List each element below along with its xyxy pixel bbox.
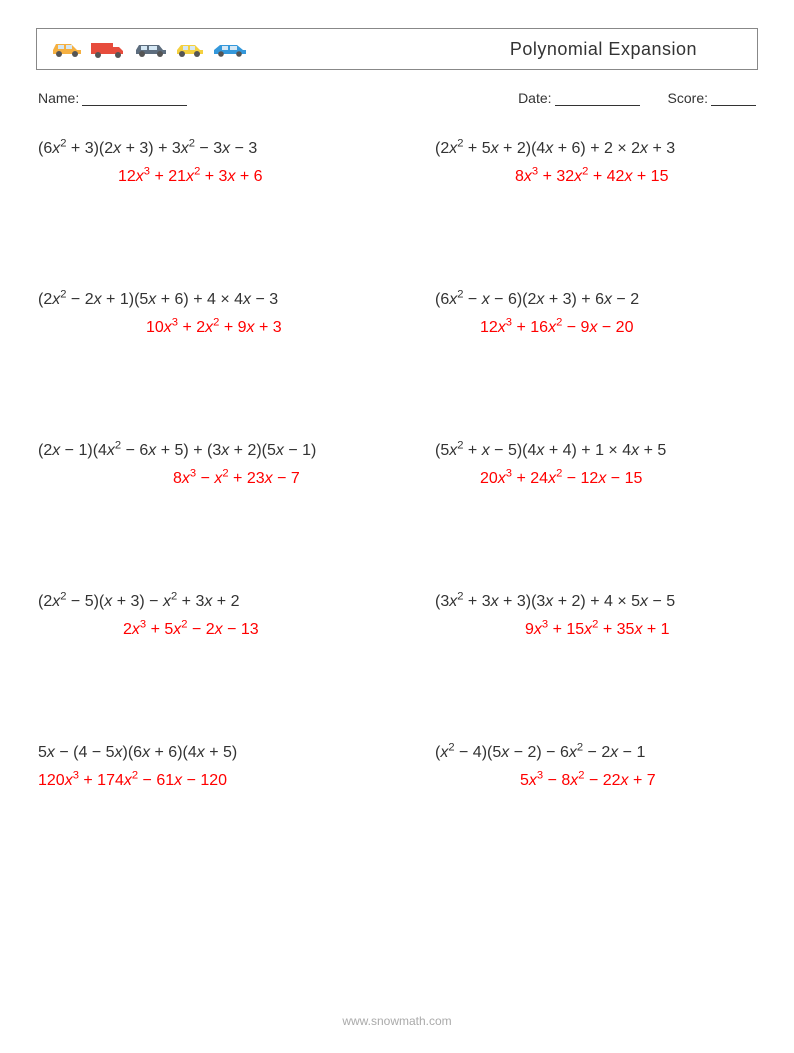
problem-row: 5x − (4 − 5x)(6x + 6)(4x + 5) 120x3 + 174… xyxy=(38,744,756,790)
problem: (2x − 1)(4x2 − 6x + 5) + (3x + 2)(5x − 1… xyxy=(38,442,397,488)
problem: (3x2 + 3x + 3)(3x + 2) + 4 × 5x − 5 9x3 +… xyxy=(397,593,756,639)
answer-text: 10x3 + 2x2 + 9x + 3 xyxy=(38,319,397,337)
score-blank[interactable] xyxy=(711,105,756,106)
question-text: (3x2 + 3x + 3)(3x + 2) + 4 × 5x − 5 xyxy=(435,593,756,611)
problem: 5x − (4 − 5x)(6x + 6)(4x + 5) 120x3 + 174… xyxy=(38,744,397,790)
info-right: Date: Score: xyxy=(518,90,756,106)
score-field: Score: xyxy=(668,90,756,106)
answer-text: 12x3 + 21x2 + 3x + 6 xyxy=(38,168,397,186)
page-title: Polynomial Expansion xyxy=(510,39,697,60)
answer-text: 8x3 + 32x2 + 42x + 15 xyxy=(435,168,756,186)
question-text: (5x2 + x − 5)(4x + 4) + 1 × 4x + 5 xyxy=(435,442,756,460)
problem: (2x2 + 5x + 2)(4x + 6) + 2 × 2x + 3 8x3 +… xyxy=(397,140,756,186)
name-field: Name: xyxy=(38,90,187,106)
truck-red-icon xyxy=(89,39,129,59)
date-field: Date: xyxy=(518,90,639,106)
question-text: 5x − (4 − 5x)(6x + 6)(4x + 5) xyxy=(38,744,397,762)
answer-text: 8x3 − x2 + 23x − 7 xyxy=(38,470,397,488)
question-text: (2x2 − 5)(x + 3) − x2 + 3x + 2 xyxy=(38,593,397,611)
suv-blue-icon xyxy=(133,40,169,58)
info-row: Name: Date: Score: xyxy=(38,90,756,106)
problem-row: (6x2 + 3)(2x + 3) + 3x2 − 3x − 3 12x3 + 2… xyxy=(38,140,756,186)
answer-text: 2x3 + 5x2 − 2x − 13 xyxy=(38,621,397,639)
header-box: Polynomial Expansion xyxy=(36,28,758,70)
problem: (x2 − 4)(5x − 2) − 6x2 − 2x − 1 5x3 − 8x2… xyxy=(397,744,756,790)
date-blank[interactable] xyxy=(555,105,640,106)
car-blue-icon xyxy=(211,41,249,57)
car-yellow-icon xyxy=(173,40,207,58)
answer-text: 20x3 + 24x2 − 12x − 15 xyxy=(435,470,756,488)
answer-text: 12x3 + 16x2 − 9x − 20 xyxy=(435,319,756,337)
score-label: Score: xyxy=(668,90,708,106)
problem: (2x2 − 5)(x + 3) − x2 + 3x + 2 2x3 + 5x2 … xyxy=(38,593,397,639)
name-label: Name: xyxy=(38,90,79,106)
footer-text: www.snowmath.com xyxy=(0,1014,794,1028)
vehicle-icons xyxy=(49,39,249,59)
name-blank[interactable] xyxy=(82,105,187,106)
question-text: (2x2 − 2x + 1)(5x + 6) + 4 × 4x − 3 xyxy=(38,291,397,309)
question-text: (6x2 + 3)(2x + 3) + 3x2 − 3x − 3 xyxy=(38,140,397,158)
date-label: Date: xyxy=(518,90,551,106)
problem: (5x2 + x − 5)(4x + 4) + 1 × 4x + 5 20x3 +… xyxy=(397,442,756,488)
problem: (6x2 + 3)(2x + 3) + 3x2 − 3x − 3 12x3 + 2… xyxy=(38,140,397,186)
question-text: (2x − 1)(4x2 − 6x + 5) + (3x + 2)(5x − 1… xyxy=(38,442,397,460)
problem-row: (2x − 1)(4x2 − 6x + 5) + (3x + 2)(5x − 1… xyxy=(38,442,756,488)
answer-text: 120x3 + 174x2 − 61x − 120 xyxy=(38,772,397,790)
question-text: (x2 − 4)(5x − 2) − 6x2 − 2x − 1 xyxy=(435,744,756,762)
problem-row: (2x2 − 2x + 1)(5x + 6) + 4 × 4x − 3 10x3 … xyxy=(38,291,756,337)
answer-text: 5x3 − 8x2 − 22x + 7 xyxy=(435,772,756,790)
question-text: (2x2 + 5x + 2)(4x + 6) + 2 × 2x + 3 xyxy=(435,140,756,158)
answer-text: 9x3 + 15x2 + 35x + 1 xyxy=(435,621,756,639)
problem-row: (2x2 − 5)(x + 3) − x2 + 3x + 2 2x3 + 5x2 … xyxy=(38,593,756,639)
problem: (6x2 − x − 6)(2x + 3) + 6x − 2 12x3 + 16x… xyxy=(397,291,756,337)
problem: (2x2 − 2x + 1)(5x + 6) + 4 × 4x − 3 10x3 … xyxy=(38,291,397,337)
problems-container: (6x2 + 3)(2x + 3) + 3x2 − 3x − 3 12x3 + 2… xyxy=(38,140,756,895)
car-orange-icon xyxy=(49,40,85,58)
question-text: (6x2 − x − 6)(2x + 3) + 6x − 2 xyxy=(435,291,756,309)
